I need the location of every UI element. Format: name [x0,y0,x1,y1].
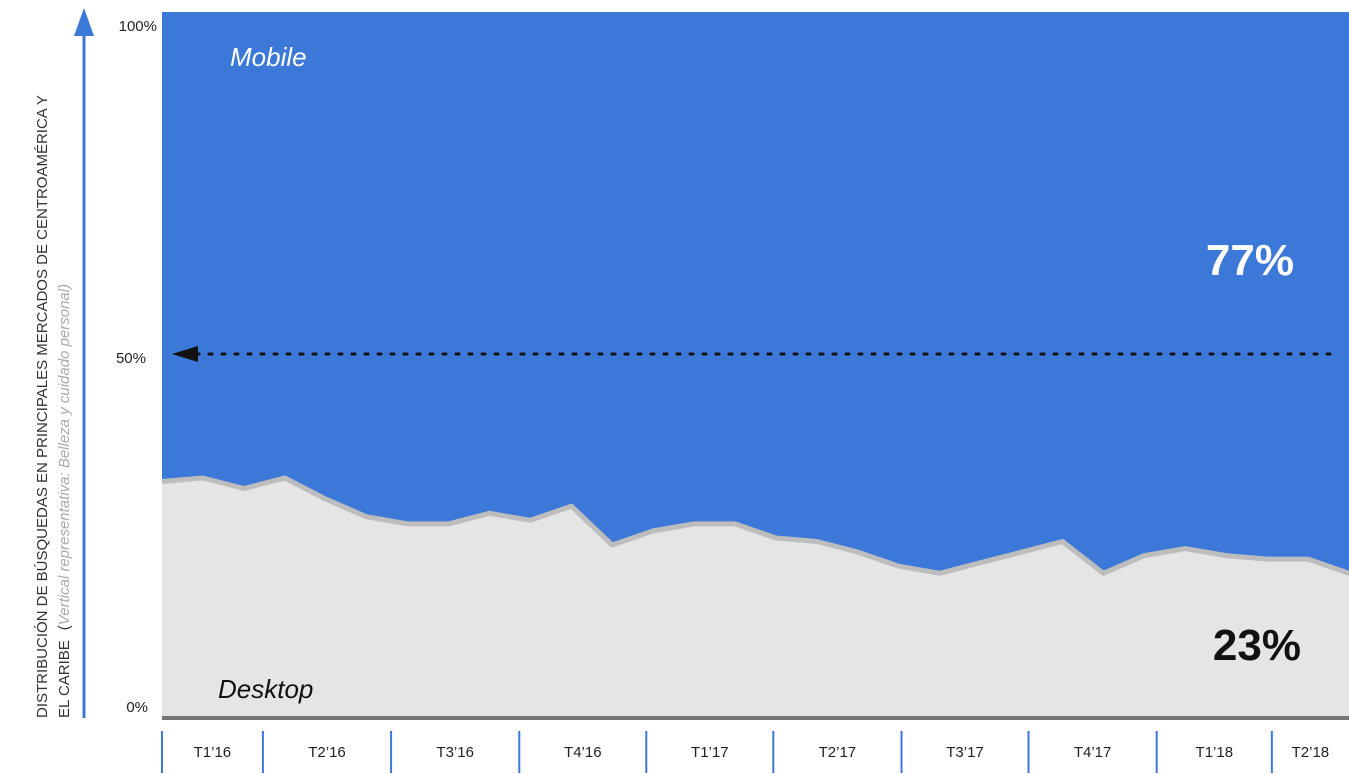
x-tick-label: T2’17 [819,744,857,761]
x-tick-label: T1’17 [691,744,729,761]
series-label-desktop: Desktop [218,674,313,704]
reference-arrowhead [172,346,198,362]
x-tick-label: T1’16 [194,744,232,761]
x-tick-label: T3’16 [436,744,474,761]
x-axis-categories: T1’16 T2’16 T3’16 T4’16 T1’17 T2’17 T3’17 T4’17… [161,731,1330,773]
x-tick-label: T3’17 [946,744,984,761]
series-label-mobile: Mobile [230,42,307,72]
x-tick-label: T4’17 [1074,744,1112,761]
y-tick-label-0: 0% [126,699,148,716]
y-axis-title-line1: DISTRIBUCIÓN DE BÚSQUEDAS EN PRINCIPALES… [34,95,51,718]
x-tick-label: T4’16 [564,744,602,761]
x-tick-label: T1’18 [1196,744,1234,761]
y-axis-title-line2: EL CARIBE (Vertical representativa: Belle… [56,284,73,718]
y-axis-subtitle-open: ( [56,625,73,630]
y-axis-subtitle: Vertical representativa: Belleza y cuida… [56,284,73,625]
end-label-mobile: 77% [1206,236,1294,285]
desktop-area [162,478,1349,718]
y-tick-label-50: 50% [116,350,146,367]
desktop-boundary-line [161,475,1349,576]
x-tick-label: T2’16 [308,744,346,761]
y-tick-label-100: 100% [119,18,157,35]
x-tick-label: T2’18 [1292,744,1330,761]
end-label-desktop: 23% [1213,621,1301,670]
y-axis-arrowhead [74,8,94,36]
y-axis-title-caribe: EL CARIBE [56,640,73,718]
